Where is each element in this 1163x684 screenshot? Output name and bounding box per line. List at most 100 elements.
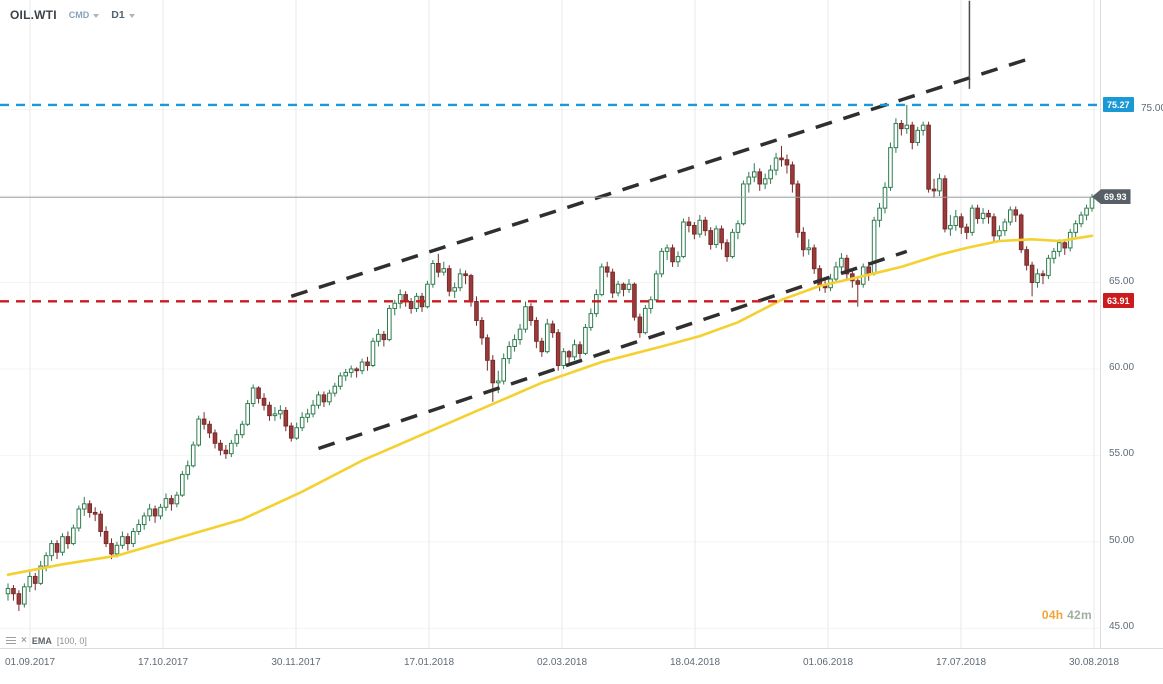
support-line-badge[interactable]: 63.91 — [1103, 293, 1134, 309]
candle — [1035, 268, 1040, 288]
candle — [239, 420, 245, 439]
candle — [234, 429, 240, 447]
candle — [757, 168, 763, 191]
candle — [659, 247, 664, 278]
trendline-upper-channel[interactable] — [290, 56, 1033, 299]
candle — [76, 505, 82, 532]
candle — [762, 173, 768, 190]
candle — [512, 334, 517, 352]
chart-plot-area[interactable]: OIL.WTI CMD D1 × EMA [100, 0] 04h 42m — [0, 0, 1100, 648]
candle — [310, 400, 316, 418]
candle — [403, 291, 408, 307]
candle — [65, 531, 71, 549]
candle — [1013, 206, 1019, 222]
candle — [452, 282, 457, 299]
candle — [800, 227, 806, 257]
candle — [506, 341, 512, 364]
candle — [566, 349, 572, 364]
candle — [741, 180, 746, 226]
candle — [463, 270, 468, 285]
candle — [686, 216, 692, 233]
candle — [490, 355, 496, 402]
candles-layer[interactable] — [5, 104, 1095, 612]
price-label: 60.00 — [1109, 361, 1135, 373]
ema-line[interactable] — [6, 234, 1094, 577]
candle — [321, 391, 327, 407]
candle — [844, 254, 850, 280]
candle — [604, 261, 610, 278]
candle — [528, 303, 534, 326]
resistance-line-badge[interactable]: 75.27 — [1103, 96, 1134, 112]
candle — [299, 412, 305, 432]
candle — [180, 470, 185, 497]
candle — [267, 401, 272, 421]
candle — [1018, 213, 1024, 254]
indicator-settings-icon[interactable] — [6, 637, 16, 645]
candle — [174, 491, 180, 508]
candle — [152, 505, 158, 523]
candle — [577, 341, 583, 359]
candle — [653, 270, 659, 302]
candle — [485, 334, 490, 371]
provider-label: CMD — [68, 10, 90, 20]
candle — [888, 142, 893, 191]
candle — [942, 175, 948, 233]
candle — [288, 422, 294, 442]
candle — [27, 571, 33, 592]
candle — [16, 590, 22, 612]
candle — [1024, 246, 1029, 271]
candle — [337, 372, 343, 390]
candle — [599, 263, 605, 297]
candle — [724, 239, 730, 262]
candle — [833, 261, 839, 283]
candle — [670, 244, 675, 267]
grid-layer — [0, 0, 1100, 648]
candle — [22, 583, 27, 608]
candle — [196, 415, 201, 447]
candle — [474, 296, 479, 326]
candle — [212, 429, 218, 449]
candle — [920, 121, 926, 136]
candle — [332, 382, 338, 397]
chart-svg[interactable] — [0, 0, 1100, 648]
candle — [675, 251, 681, 267]
candle — [272, 406, 278, 421]
candle — [218, 439, 223, 456]
candle — [572, 339, 577, 361]
candle — [501, 353, 506, 385]
candle — [32, 572, 38, 591]
candle — [926, 121, 931, 193]
candle — [169, 495, 174, 511]
candle — [915, 126, 920, 146]
candle — [158, 503, 163, 520]
timeframe-dropdown[interactable]: D1 — [111, 9, 135, 21]
candle — [588, 308, 594, 331]
indicator-legend: × EMA [100, 0] — [6, 636, 87, 646]
candle — [343, 368, 349, 382]
candle — [681, 218, 686, 259]
trendline-lower-channel[interactable] — [317, 249, 908, 451]
candle — [948, 215, 953, 236]
candle — [937, 173, 942, 197]
candle — [811, 244, 817, 274]
candle — [610, 268, 615, 299]
candle — [397, 289, 403, 309]
candle — [697, 215, 703, 238]
indicator-remove-icon[interactable]: × — [21, 635, 27, 646]
time-axis[interactable]: 01.09.2017 17.10.2017 30.11.2017 17.01.2018… — [0, 648, 1163, 684]
candle — [81, 496, 87, 516]
candle — [790, 161, 795, 193]
candle — [692, 221, 697, 240]
candle — [185, 460, 191, 480]
candle — [261, 393, 267, 411]
candle — [784, 154, 790, 174]
provider-dropdown[interactable]: CMD — [69, 10, 100, 20]
candle — [71, 524, 76, 546]
current-price-badge[interactable]: 69.93 — [1092, 189, 1131, 205]
candle — [904, 104, 910, 134]
price-axis[interactable]: 75.27 69.93 63.91 75.00 65.00 60.00 55.00 50.00… — [1092, 0, 1163, 648]
candle — [909, 121, 915, 150]
candle — [278, 405, 283, 420]
candle — [120, 531, 125, 549]
date-label: 18.04.2018 — [669, 657, 721, 668]
